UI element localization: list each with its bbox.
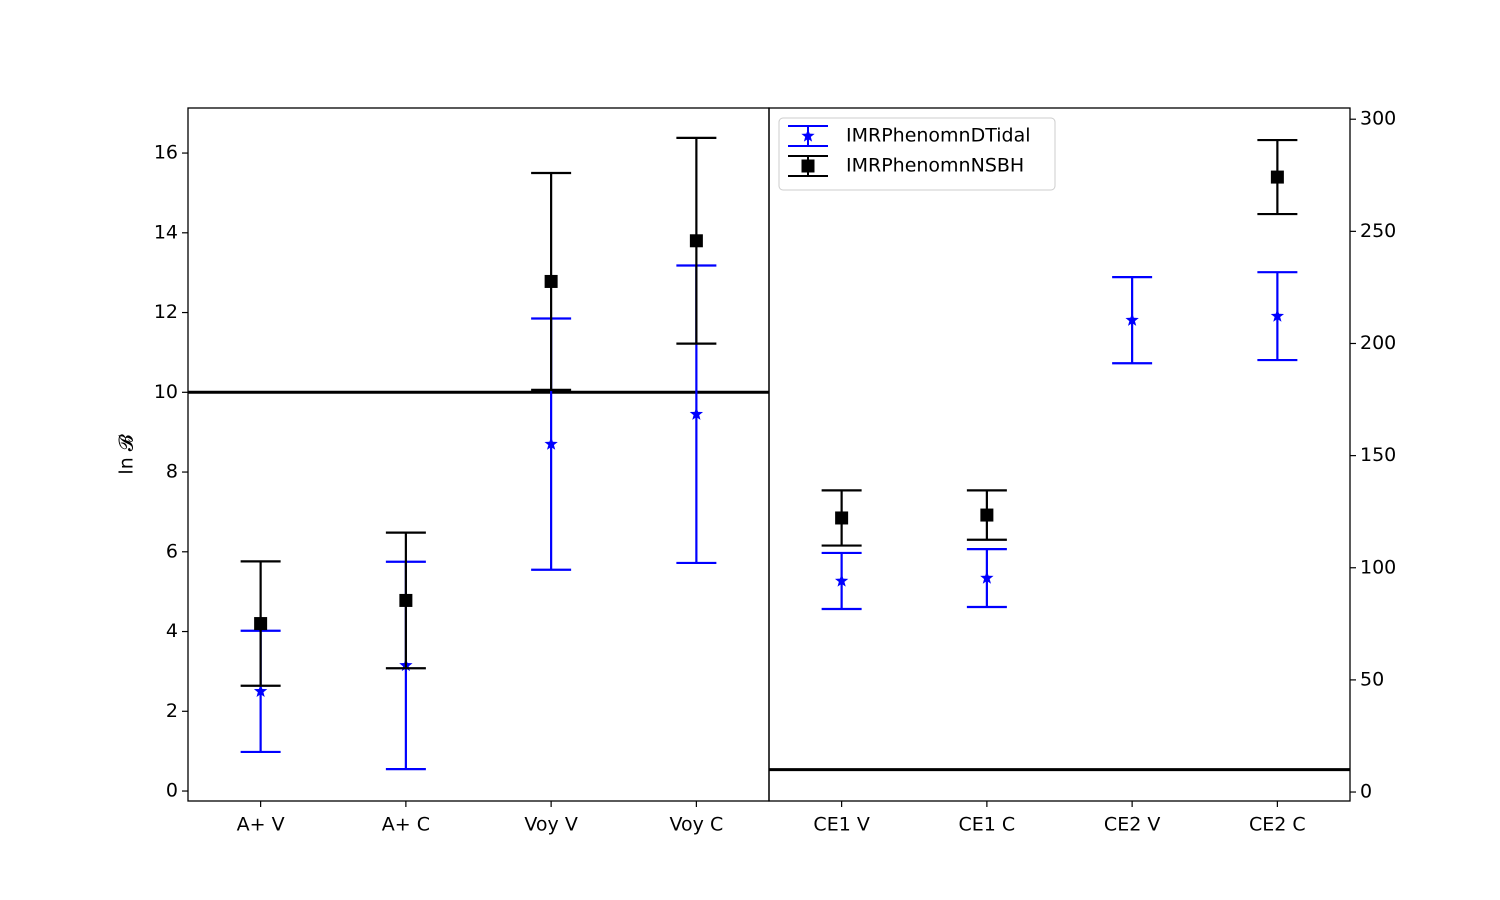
marker-square (980, 508, 994, 522)
y-tick-label: 12 (154, 301, 178, 323)
x-tick-label: Voy C (670, 814, 724, 836)
x-tick-label: A+ V (237, 814, 285, 836)
y-tick-label: 10 (154, 381, 178, 403)
y-tick-label: 2 (166, 700, 178, 722)
plot-frame (768, 107, 1351, 802)
y-axis-label: ln 𝓑 (116, 433, 138, 474)
marker-star (544, 437, 558, 450)
x-tick-label: CE1 C (959, 814, 1016, 836)
marker-star (834, 573, 849, 587)
x-tick-label: CE2 V (1104, 814, 1160, 836)
marker-square (544, 274, 558, 288)
y-tick-label: 0 (1360, 781, 1372, 803)
legend-label: IMRPhenomnDTidal (846, 125, 1031, 147)
y-tick-label: 100 (1360, 556, 1396, 578)
y-tick-label: 50 (1360, 668, 1384, 690)
marker-star (1270, 309, 1285, 322)
y-tick-label: 0 (166, 780, 178, 802)
y-tick-label: 200 (1360, 332, 1396, 354)
marker-square (689, 234, 703, 248)
y-tick-label: 300 (1360, 108, 1396, 130)
x-tick-label: A+ C (382, 814, 430, 836)
marker-square (254, 617, 268, 631)
x-tick-label: Voy V (524, 814, 577, 836)
legend-label: IMRPhenomnNSBH (846, 155, 1024, 177)
y-tick-label: 16 (154, 142, 178, 164)
marker-star (980, 571, 994, 584)
y-tick-label: 250 (1360, 220, 1396, 242)
y-tick-label: 6 (166, 540, 178, 562)
legend-marker (801, 129, 815, 142)
y-tick-label: 14 (154, 221, 178, 243)
marker-star (253, 684, 268, 698)
marker-square (399, 593, 413, 607)
marker-star (689, 407, 704, 420)
marker-star (1125, 313, 1139, 326)
y-tick-label: 150 (1360, 444, 1396, 466)
legend-box (778, 117, 1056, 191)
marker-square (835, 511, 849, 525)
x-tick-label: CE1 V (813, 814, 869, 836)
marker-square (1270, 170, 1284, 184)
y-tick-label: 4 (166, 620, 178, 642)
legend-marker (801, 159, 815, 173)
x-tick-label: CE2 C (1249, 814, 1306, 836)
y-tick-label: 8 (166, 461, 178, 483)
